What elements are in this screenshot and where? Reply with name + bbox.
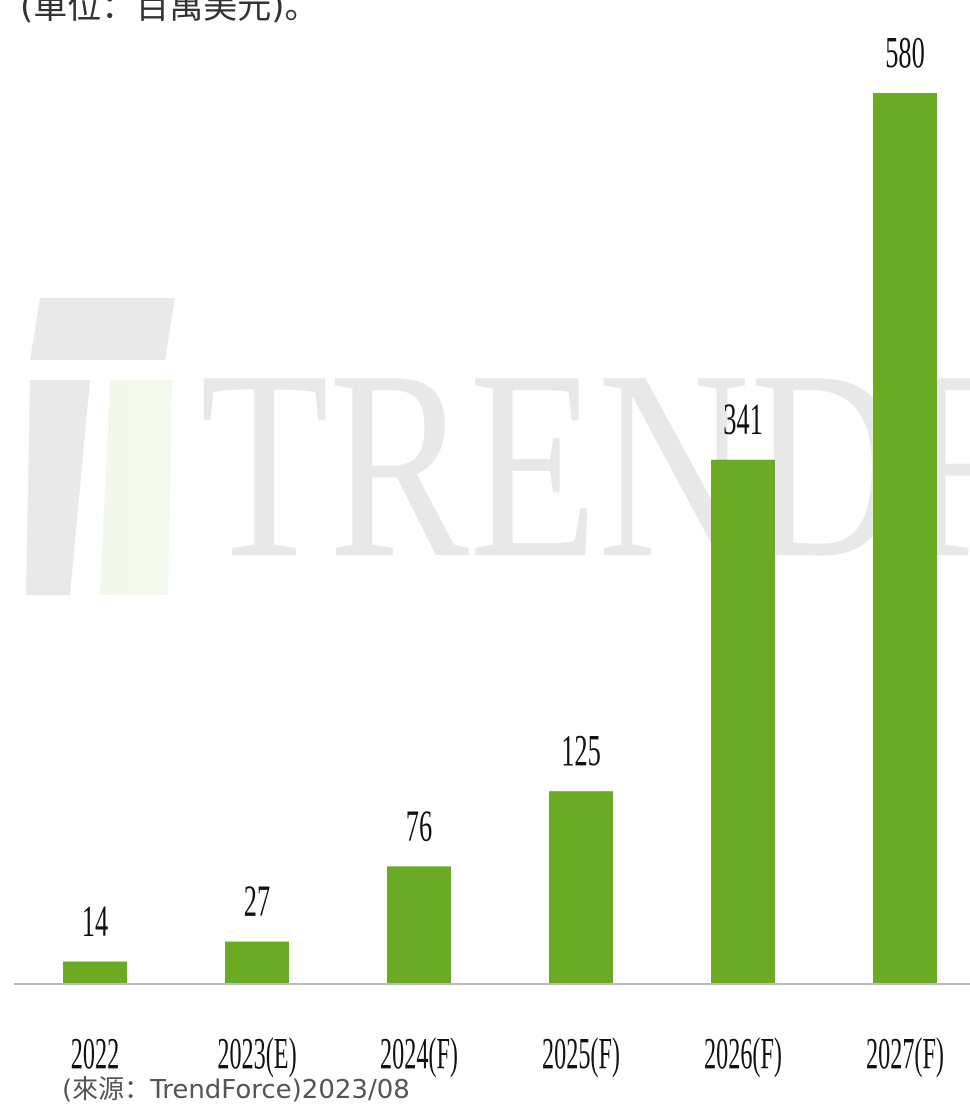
source: (來源：TrendForce)2023/08 bbox=[62, 1075, 410, 1105]
bar bbox=[711, 459, 775, 983]
x-tick-label: 2025(F) bbox=[542, 1028, 620, 1078]
chart-title: (單位：百萬美元)。 bbox=[20, 0, 319, 27]
watermark: TRENDFORCE bbox=[200, 315, 970, 614]
value-label: 125 bbox=[561, 726, 601, 775]
x-tick-label: 2024(F) bbox=[380, 1028, 458, 1078]
value-label: 341 bbox=[723, 395, 763, 444]
bar bbox=[387, 866, 451, 983]
bar bbox=[63, 961, 127, 983]
value-label: 14 bbox=[82, 897, 108, 946]
x-tick-label: 2022 bbox=[71, 1028, 119, 1078]
value-label: 76 bbox=[406, 802, 432, 851]
value-label: 580 bbox=[885, 28, 925, 77]
watermark-logo bbox=[26, 298, 175, 595]
bar bbox=[873, 93, 937, 983]
x-tick-label: 2023(E) bbox=[217, 1028, 296, 1078]
bar bbox=[549, 791, 613, 983]
x-tick-label: 2027(F) bbox=[866, 1028, 944, 1078]
value-label: 27 bbox=[244, 877, 270, 926]
x-tick-label: 2026(F) bbox=[704, 1028, 782, 1078]
bar bbox=[225, 941, 289, 983]
